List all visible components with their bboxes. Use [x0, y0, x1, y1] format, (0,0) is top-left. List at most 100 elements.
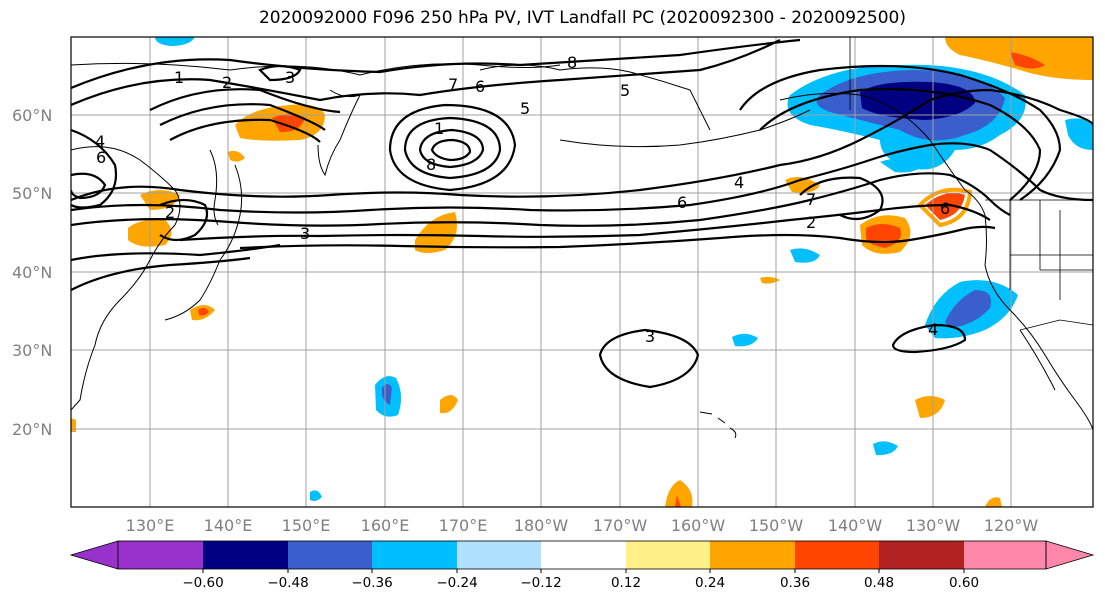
contour-label: 2: [165, 203, 175, 222]
latitude-labels: 60°N 50°N 40°N 30°N 20°N: [12, 106, 52, 439]
negative-anomaly-nw-corner: [155, 37, 195, 46]
positive-anomaly-small-pos-2: [760, 276, 780, 284]
lon-label-170w: 170°W: [593, 516, 648, 535]
lon-label-130w: 130°W: [906, 516, 961, 535]
coast-hawaii-3: [729, 427, 737, 439]
negative-anomaly-small-a: [790, 248, 820, 263]
colorbar-frame: [117, 540, 1047, 570]
positive-anomaly-se-edge: [985, 497, 1002, 507]
lon-label-160e: 160°E: [361, 516, 410, 535]
lat-label-30n: 30°N: [12, 341, 52, 360]
contour-label: 4: [928, 320, 938, 339]
coast-aleutians: [559, 109, 811, 148]
colorbar-tick-label: 0.48: [864, 575, 894, 591]
contour-label: 1: [174, 68, 184, 87]
contour-label: 4: [95, 132, 105, 151]
colorbar-tick-label: −0.48: [267, 575, 308, 591]
coast-hawaii-2: [717, 417, 726, 424]
contour-label: 2: [806, 213, 816, 232]
colorbar-ticks: [202, 569, 965, 573]
pv-contour-low-outer: [388, 103, 517, 192]
coast-alaska-south: [779, 92, 986, 216]
negative-anomaly-east-edge: [1065, 118, 1093, 150]
pv-contour-jet-2: [71, 142, 1093, 214]
lon-label-130e: 130°E: [126, 516, 175, 535]
pv-contour-2: [71, 39, 781, 107]
lon-label-140e: 140°E: [204, 516, 253, 535]
lat-label-50n: 50°N: [12, 184, 52, 203]
positive-anomaly-small-pos-1: [228, 150, 245, 162]
negative-anomaly-gulf-alaska-core: [860, 81, 975, 120]
contour-label: 7: [806, 190, 816, 209]
colorbar-tick-label: 0.12: [611, 575, 641, 591]
contour-label: 6: [677, 193, 687, 212]
positive-anomaly-ne-core: [1010, 52, 1045, 69]
positive-anomaly-small-pos-4: [915, 396, 945, 418]
colorbar-bin-3: [288, 541, 373, 569]
pv-contour-california: [891, 323, 967, 354]
contour-label: 5: [520, 99, 530, 118]
boundary-us-mexico: [1019, 319, 1093, 331]
lat-label-20n: 20°N: [12, 420, 52, 439]
colorbar-tick-label: −0.60: [182, 575, 223, 591]
colorbar-tick-label: −0.24: [436, 575, 477, 591]
positive-anomaly-west-edge: [71, 418, 76, 432]
pv-contour-subtropical: [598, 328, 700, 389]
positive-anomaly-small-pos-3: [440, 395, 458, 414]
coast-hawaii-1: [699, 411, 713, 415]
pv-contour-nw-small: [258, 64, 302, 82]
positive-anomaly-mid-pacific: [785, 176, 820, 193]
contour-label: 8: [567, 53, 577, 72]
colorbar-tick-labels: −0.60 −0.48 −0.36 −0.24 −0.12 0.12 0.24 …: [182, 575, 979, 591]
contour-label: 8: [426, 155, 436, 174]
contour-label: 5: [620, 81, 630, 100]
contour-label: 4: [734, 173, 744, 192]
colorbar-tick-label: −0.36: [351, 575, 392, 591]
pv-contour-jet-3: [71, 172, 1011, 227]
coast-kamchatka: [317, 89, 361, 177]
contour-label: 3: [285, 68, 295, 87]
colorbar-bin-7: [626, 541, 711, 569]
contour-label: 3: [645, 327, 655, 346]
negative-anomaly-california-core: [945, 290, 991, 328]
map-frame: [70, 36, 1094, 508]
colorbar-tick-label: −0.12: [520, 575, 561, 591]
pv-contour-ridge-2: [759, 87, 1042, 201]
colorbar: −0.60 −0.48 −0.36 −0.24 −0.12 0.12 0.24 …: [69, 540, 1095, 591]
positive-anomaly-oregon: [925, 192, 965, 220]
colorbar-bin-4: [372, 541, 457, 569]
pv-contour-5: [169, 118, 321, 143]
pv-contour-low-core: [430, 138, 472, 162]
colorbar-under-arrow: [69, 540, 119, 570]
colorbar-tick-label: 0.60: [949, 575, 979, 591]
lat-label-60n: 60°N: [12, 106, 52, 125]
lat-label-40n: 40°N: [12, 263, 52, 282]
negative-anomaly-small-d: [310, 490, 322, 501]
longitude-labels: 130°E 140°E 150°E 160°E 170°E 180°W 170°…: [126, 516, 1039, 535]
boundary-us-states: [1009, 200, 1093, 300]
contour-label: 1: [434, 119, 444, 138]
colorbar-bin-8: [710, 541, 795, 569]
pv-contours: [71, 38, 1093, 389]
pv-contour-west-2: [71, 172, 107, 200]
colorbar-tick-label: 0.36: [780, 575, 810, 591]
pv-contour-south-1: [71, 243, 281, 262]
positive-anomaly-oregon-ring: [917, 187, 973, 228]
colorbar-bin-10: [879, 541, 964, 569]
contour-label: 2: [222, 73, 232, 92]
contour-label: 6: [96, 148, 106, 167]
coast-japan: [164, 164, 243, 321]
map-panel: 1 2 3 4 5 6 7 8 1 8 6 5 4 6 3 2 2 7 6 3 …: [71, 37, 1093, 507]
lon-label-150w: 150°W: [749, 516, 804, 535]
colorbar-bin-9: [795, 541, 880, 569]
contour-label: 6: [940, 199, 950, 218]
pv-contour-low-mid: [403, 116, 502, 180]
coastlines: [71, 62, 1093, 439]
lon-label-150e: 150°E: [282, 516, 331, 535]
contour-label: 7: [448, 75, 458, 94]
pv-contour-low-inner: [418, 128, 485, 169]
pv-contour-jet-5: [239, 225, 996, 250]
negative-anomaly-small-b: [732, 333, 758, 347]
contour-labels: 1 2 3 4 5 6 7 8 1 8 6 5 4 6 3 2 2 7 6 3 …: [95, 53, 950, 346]
